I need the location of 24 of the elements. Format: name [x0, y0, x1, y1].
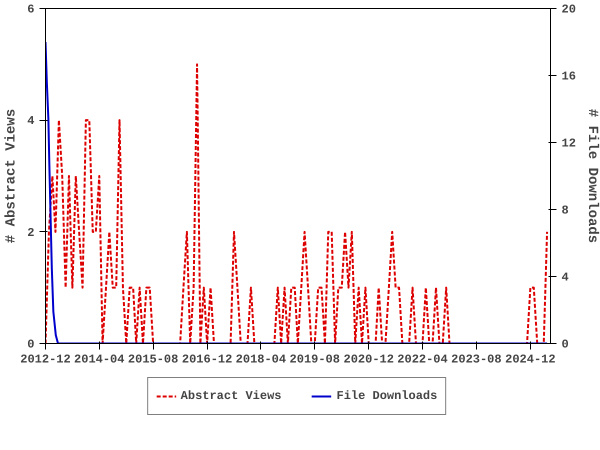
y2-tick-label: 12	[562, 136, 576, 150]
y-tick-label: 4	[27, 114, 34, 128]
x-tick-label: 2023-08	[451, 352, 502, 366]
x-tick-label: 2012-12	[20, 352, 71, 366]
x-tick-label: 2015-08	[128, 352, 178, 366]
y2-tick-label: 20	[562, 2, 576, 16]
y2-tick-label: 0	[562, 338, 569, 352]
x-tick-label: 2019-08	[290, 352, 340, 366]
y-tick-label: 6	[27, 2, 34, 16]
x-tick-label: 2018-04	[236, 352, 286, 366]
y-tick-label: 2	[27, 226, 34, 240]
y-axis-title: # Abstract Views	[3, 108, 20, 244]
x-tick-label: 2014-04	[74, 352, 124, 366]
y2-axis-title: # File Downloads	[584, 108, 600, 244]
y2-tick-label: 16	[562, 70, 576, 84]
x-tick-label: 2016-12	[182, 352, 232, 366]
x-tick-label: 2022-04	[397, 352, 448, 366]
x-tick-label: 2024-12	[505, 352, 556, 366]
legend-label: File Downloads	[336, 389, 438, 403]
legend-label: Abstract Views	[180, 389, 282, 403]
y-tick-label: 0	[27, 338, 34, 352]
y2-tick-label: 4	[562, 270, 569, 284]
y2-tick-label: 8	[562, 204, 569, 218]
x-tick-label: 2020-12	[344, 352, 394, 366]
